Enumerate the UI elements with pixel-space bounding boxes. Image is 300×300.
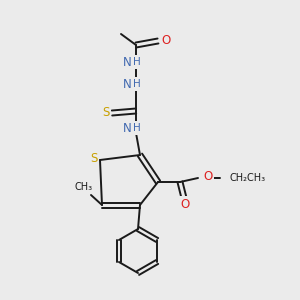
Text: H: H (133, 79, 141, 89)
Text: H: H (133, 123, 141, 133)
Text: N: N (123, 77, 131, 91)
Text: S: S (90, 152, 98, 164)
Text: N: N (123, 56, 131, 68)
Text: S: S (102, 106, 110, 119)
Text: CH₃: CH₃ (75, 182, 93, 192)
Text: H: H (133, 57, 141, 67)
Text: N: N (123, 122, 131, 134)
Text: O: O (180, 197, 190, 211)
Text: O: O (203, 170, 212, 184)
Text: O: O (161, 34, 171, 47)
Text: CH₂CH₃: CH₂CH₃ (230, 173, 266, 183)
